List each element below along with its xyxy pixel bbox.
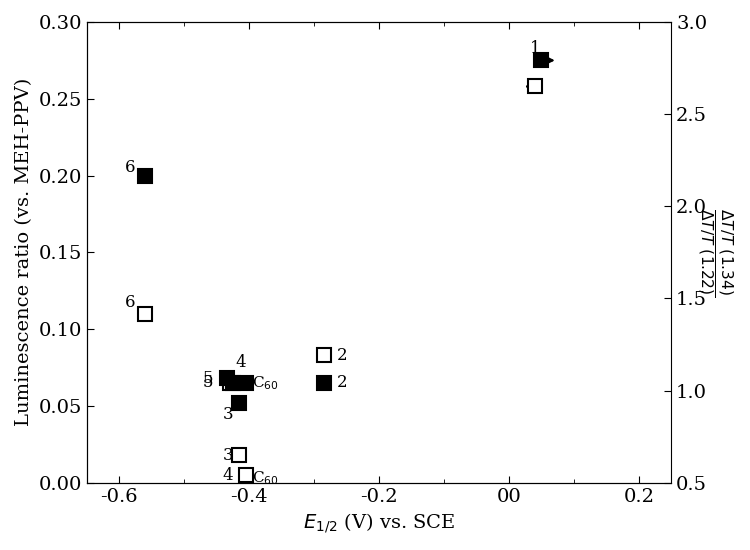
Text: 2: 2 (337, 346, 347, 364)
Text: 3: 3 (222, 447, 233, 464)
Text: 1: 1 (530, 40, 540, 57)
Text: 5: 5 (203, 375, 214, 392)
Text: C$_{60}$: C$_{60}$ (253, 469, 279, 487)
Y-axis label: Luminescence ratio (vs. MEH-PPV): Luminescence ratio (vs. MEH-PPV) (15, 78, 33, 426)
Text: 6: 6 (125, 294, 136, 311)
Text: 6: 6 (125, 158, 136, 175)
Text: C$_{60}$: C$_{60}$ (253, 374, 279, 392)
Text: 2: 2 (337, 375, 347, 392)
Y-axis label: $\frac{\Delta T/T\ (1.34)}{\Delta T/T\ (1.22)}$: $\frac{\Delta T/T\ (1.34)}{\Delta T/T\ (… (695, 208, 735, 297)
Text: 4: 4 (236, 354, 246, 371)
Text: 4: 4 (222, 466, 233, 483)
X-axis label: $E_{1/2}$ (V) vs. SCE: $E_{1/2}$ (V) vs. SCE (303, 511, 455, 535)
Text: 5: 5 (203, 370, 214, 387)
Text: 3: 3 (222, 406, 233, 423)
